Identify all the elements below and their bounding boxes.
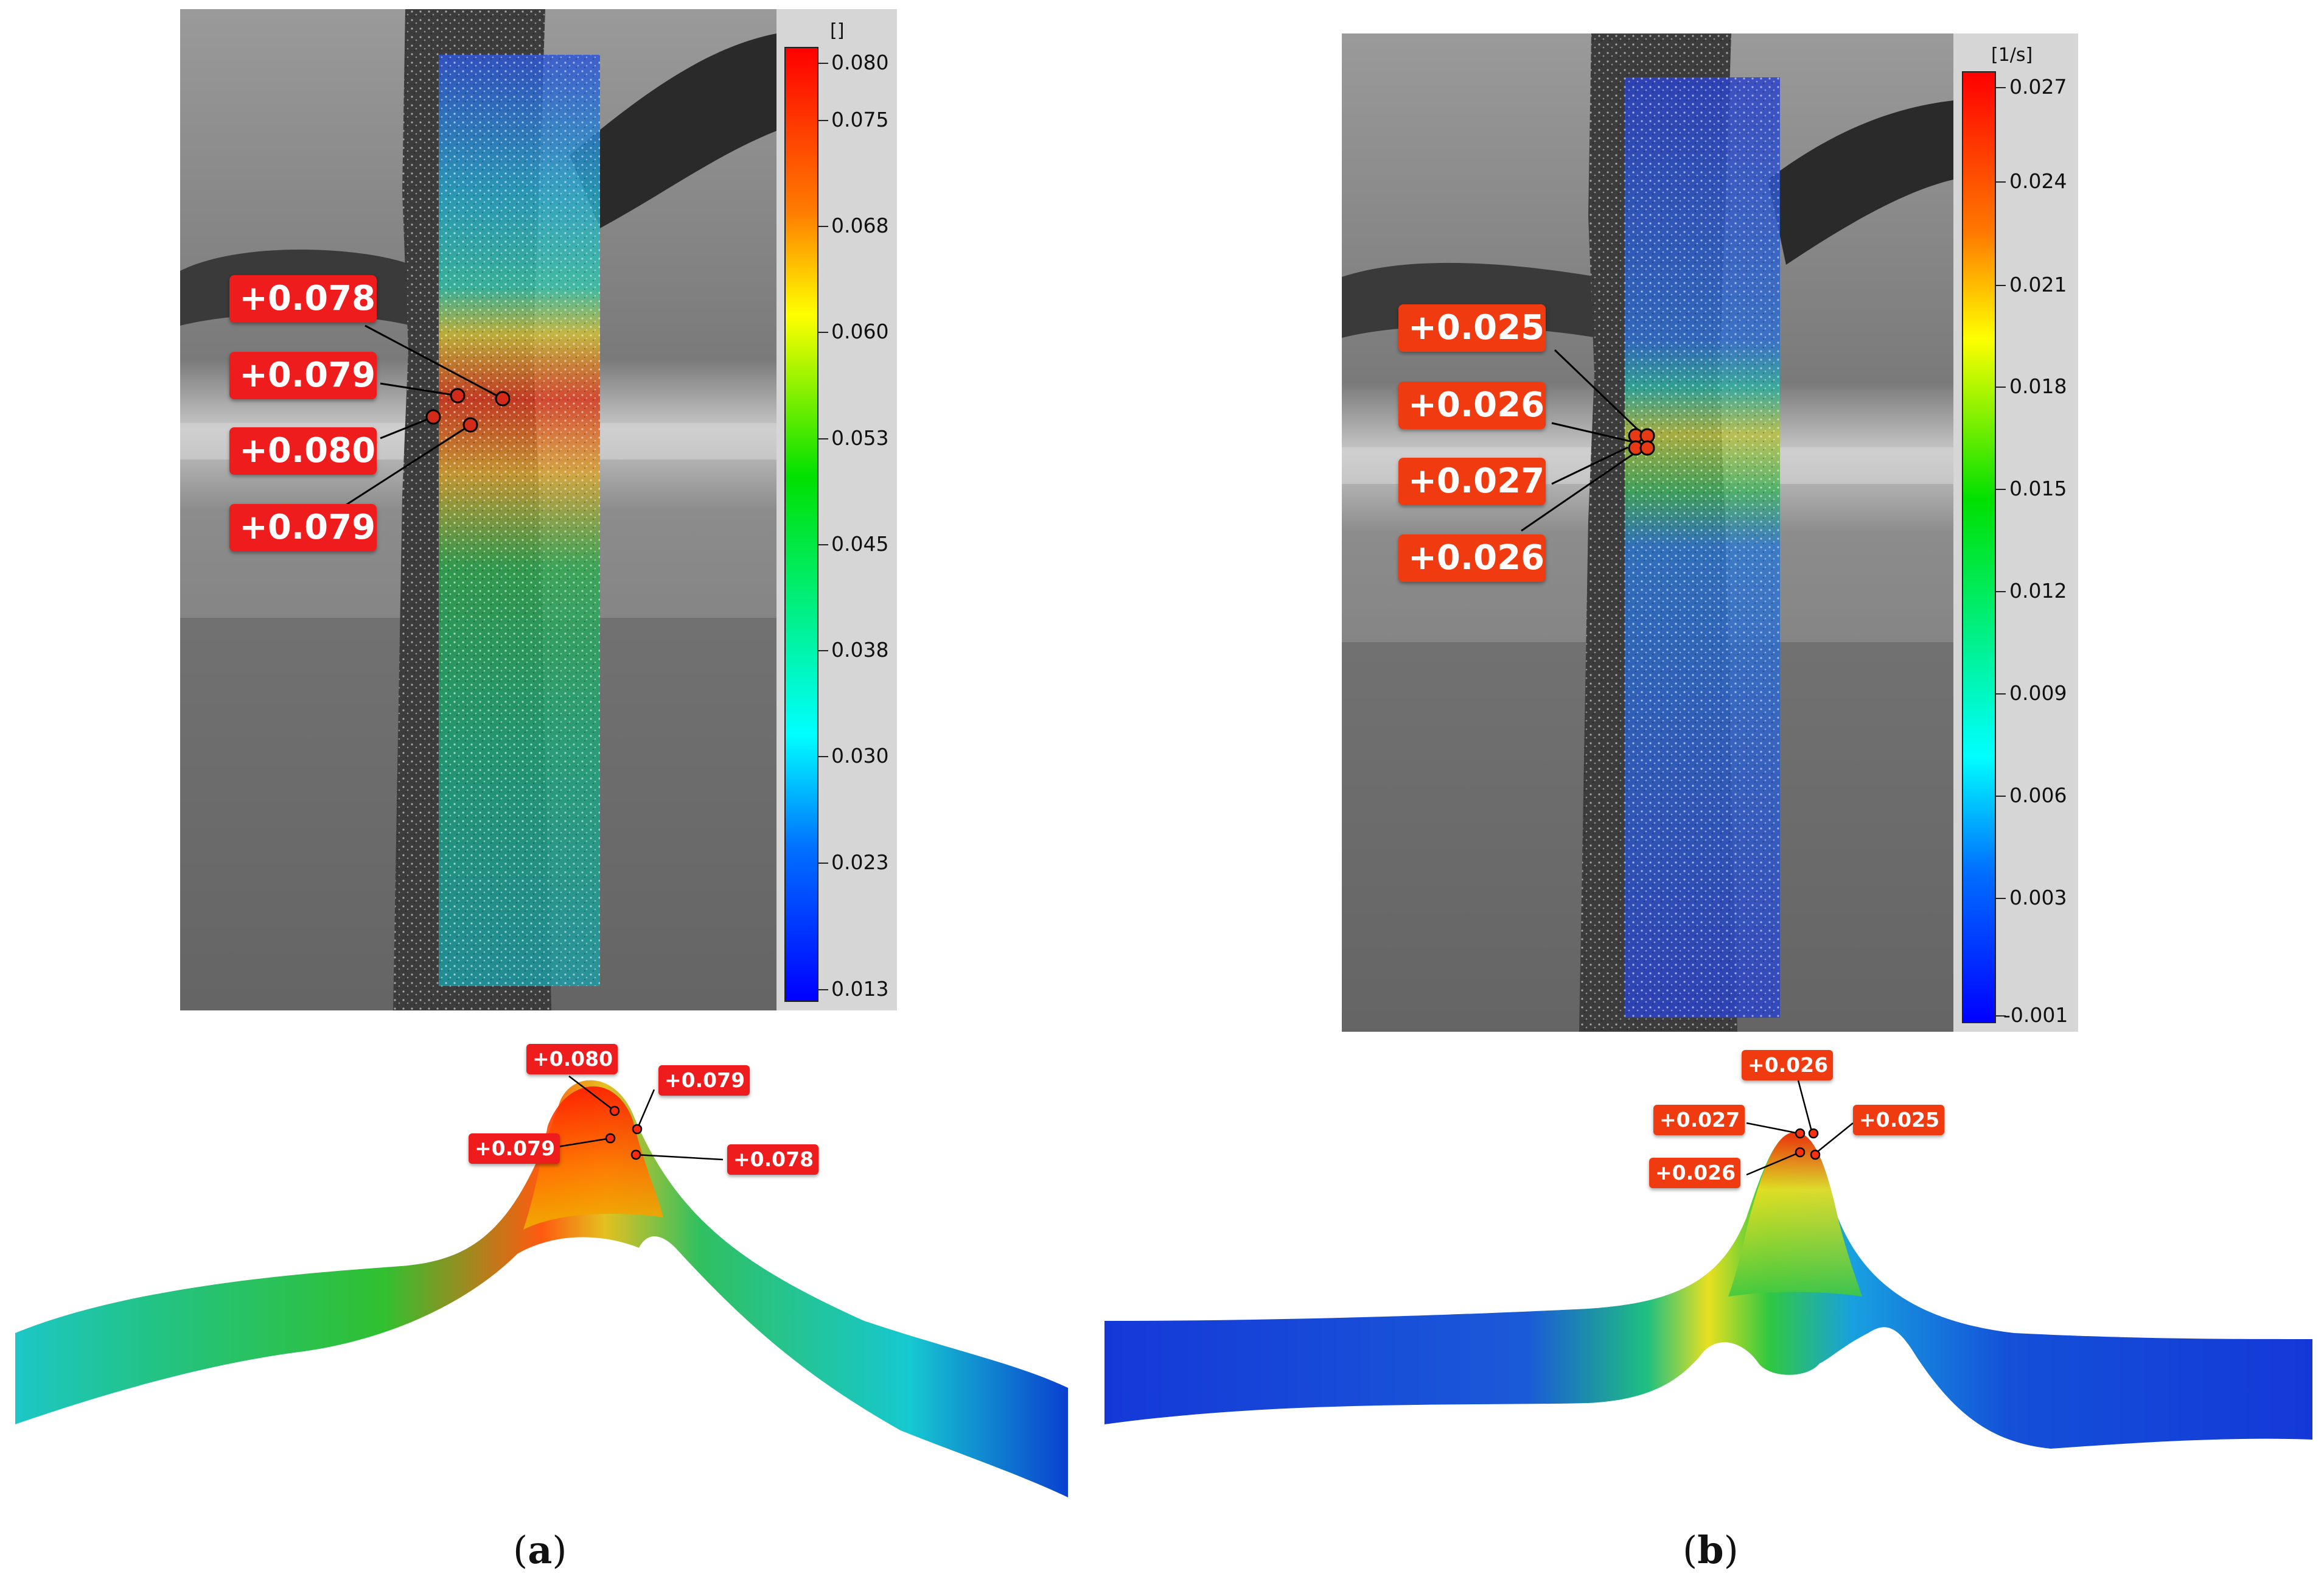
colorbar-tick-b-5: 0.012 — [2009, 579, 2067, 603]
colorbar-tick-a-4: 0.053 — [831, 426, 889, 450]
colorbar-tick-a-8: 0.023 — [831, 850, 889, 874]
surface-callout-b-1: +0.027 — [1653, 1105, 1745, 1135]
photo-callout-a-1: +0.079 — [229, 352, 377, 399]
colorbar-tick-b-3: 0.018 — [2009, 374, 2067, 398]
colorbar-tick-a-3: 0.060 — [831, 320, 889, 343]
surface-callout-b-3: +0.026 — [1649, 1158, 1740, 1188]
colorbar-tick-b-4: 0.015 — [2009, 477, 2067, 500]
colorbar-tick-b-8: 0.003 — [2009, 886, 2067, 909]
colorbar-tick-a-5: 0.045 — [831, 532, 889, 556]
surface-callout-a-2: +0.079 — [469, 1133, 560, 1164]
colorbar-tick-a-1: 0.075 — [831, 108, 889, 131]
photo-callout-b-1: +0.026 — [1398, 382, 1546, 429]
colorbar-tick-b-0: 0.027 — [2009, 75, 2067, 99]
strain-surface-a — [12, 1035, 1071, 1497]
strain-rate-map-b — [1342, 33, 1953, 1032]
surface-callout-a-0: +0.080 — [526, 1044, 618, 1074]
surface-callout-b-0: +0.026 — [1742, 1050, 1833, 1080]
colorbar-tick-a-0: 0.080 — [831, 51, 889, 74]
colorbar-legend-b: [1/s] 0.027 0.024 0.021 0.018 0.015 0.01… — [1953, 33, 2078, 1032]
colorbar-tick-b-1: 0.024 — [2009, 169, 2067, 193]
surface-callout-a-3: +0.078 — [727, 1144, 818, 1175]
photo-callout-a-0: +0.078 — [229, 275, 377, 323]
caption-a: (a) — [513, 1528, 567, 1572]
specimen-photo-b — [1342, 33, 1953, 1032]
photo-callout-a-2: +0.080 — [229, 427, 377, 475]
surface-callout-b-2: +0.025 — [1853, 1105, 1944, 1135]
colorbar-tick-b-6: 0.009 — [2009, 681, 2067, 705]
colorbar-tick-b-2: 0.021 — [2009, 273, 2067, 296]
colorbar-a — [784, 47, 818, 1002]
colorbar-b — [1962, 71, 1996, 1023]
colorbar-tick-a-6: 0.038 — [831, 638, 889, 662]
colorbar-tick-b-7: 0.006 — [2009, 783, 2067, 807]
strain-rate-surface-b — [1101, 1096, 2315, 1485]
surface-callout-a-1: +0.079 — [658, 1065, 750, 1096]
colorbar-tick-a-2: 0.068 — [831, 214, 889, 237]
specimen-photo-a — [180, 9, 776, 1010]
colorbar-unit-b: [1/s] — [1991, 44, 2033, 66]
colorbar-tick-b-9: -0.001 — [2003, 1003, 2068, 1027]
colorbar-legend-a: [] 0.080 0.075 0.068 0.060 0.053 0.045 0… — [776, 9, 897, 1010]
colorbar-tick-a-9: 0.013 — [831, 977, 889, 1001]
photo-callout-a-3: +0.079 — [229, 504, 377, 551]
photo-callout-b-0: +0.025 — [1398, 304, 1546, 352]
strain-map-a — [180, 9, 776, 1010]
caption-b: (b) — [1683, 1528, 1739, 1572]
photo-callout-b-2: +0.027 — [1398, 458, 1546, 505]
colorbar-tick-a-7: 0.030 — [831, 744, 889, 768]
photo-callout-b-3: +0.026 — [1398, 534, 1546, 582]
colorbar-unit-a: [] — [830, 20, 845, 41]
